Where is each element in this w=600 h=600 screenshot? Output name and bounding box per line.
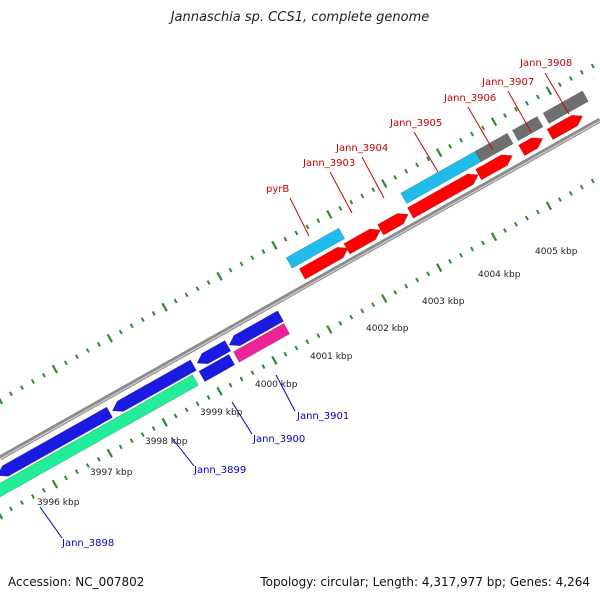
cds-bar-pyrB[interactable]: [285, 227, 346, 269]
tick-layer: [0, 63, 595, 520]
forward-gene-label[interactable]: pyrB: [266, 184, 289, 195]
upper-tick-row: [0, 63, 595, 405]
kbp-label: 3996 kbp: [37, 498, 80, 508]
gene-arrow-3899[interactable]: [111, 359, 197, 412]
map-title: Jannaschia sp. CCS1, complete genome: [170, 10, 430, 25]
forward-gene-label[interactable]: Jann_3908: [519, 58, 572, 69]
kbp-label: 4000 kbp: [255, 380, 298, 390]
forward-gene-label[interactable]: Jann_3906: [443, 93, 496, 104]
label-layer: 3996 kbp 3997 kbp 3998 kbp 3999 kbp 4000 kbp…: [37, 58, 578, 549]
leader-line: [275, 374, 296, 412]
gene-arrow-3905[interactable]: [407, 173, 479, 219]
leader-line: [329, 171, 353, 214]
leader-line: [289, 197, 310, 237]
leader-line: [39, 506, 63, 539]
leader-line: [361, 156, 385, 199]
forward-gene-label[interactable]: Jann_3904: [335, 143, 388, 154]
kbp-label: 4002 kbp: [366, 324, 409, 334]
cds-bar-3906[interactable]: [474, 132, 514, 163]
genome-summary-text: Topology: circular; Length: 4,317,977 bp…: [260, 575, 590, 589]
reverse-gene-label[interactable]: Jann_3898: [61, 538, 114, 549]
cds-bar-3898[interactable]: [0, 374, 199, 498]
leader-line: [231, 401, 253, 435]
gene-arrow-3904[interactable]: [377, 213, 409, 236]
cds-bar-3907[interactable]: [511, 116, 544, 142]
kbp-label: 4001 kbp: [310, 352, 353, 362]
cds-bar-3908[interactable]: [542, 90, 589, 124]
forward-gene-label[interactable]: Jann_3905: [389, 118, 442, 129]
gene-arrow-3898[interactable]: [0, 406, 113, 477]
feature-layer: [0, 90, 589, 498]
gene-arrow-pyrB[interactable]: [298, 247, 349, 280]
backbone-layer: [0, 117, 600, 461]
kbp-label: 3997 kbp: [90, 468, 133, 478]
kbp-label: 3998 kbp: [145, 437, 188, 447]
cds-bar-3900[interactable]: [198, 353, 236, 383]
leader-line: [507, 90, 532, 133]
leader-line: [544, 72, 570, 115]
kbp-label: 4004 kbp: [478, 270, 521, 280]
reverse-gene-label[interactable]: Jann_3900: [252, 434, 305, 445]
lower-tick-row: [0, 178, 595, 520]
forward-gene-label[interactable]: Jann_3903: [302, 158, 355, 169]
accession-text: Accession: NC_007802: [8, 575, 145, 589]
kbp-label: 4003 kbp: [422, 297, 465, 307]
reverse-gene-label[interactable]: Jann_3901: [296, 411, 349, 422]
gene-arrow-3903[interactable]: [343, 228, 382, 255]
leader-line: [171, 437, 195, 467]
gene-arrow-3907[interactable]: [518, 137, 544, 157]
gene-arrow-3906[interactable]: [475, 154, 513, 181]
gene-arrow-3908[interactable]: [546, 114, 584, 141]
genome-backbone: [0, 117, 600, 461]
reverse-gene-label[interactable]: Jann_3899: [193, 465, 246, 476]
cds-bar-3901[interactable]: [232, 322, 291, 363]
forward-gene-label[interactable]: Jann_3907: [481, 77, 534, 88]
gene-arrow-3900[interactable]: [196, 340, 232, 365]
leader-line: [413, 131, 439, 173]
kbp-label: 4005 kbp: [535, 247, 578, 257]
gene-arrow-3901[interactable]: [228, 310, 284, 347]
leader-line: [467, 106, 494, 151]
kbp-label: 3999 kbp: [200, 408, 243, 418]
